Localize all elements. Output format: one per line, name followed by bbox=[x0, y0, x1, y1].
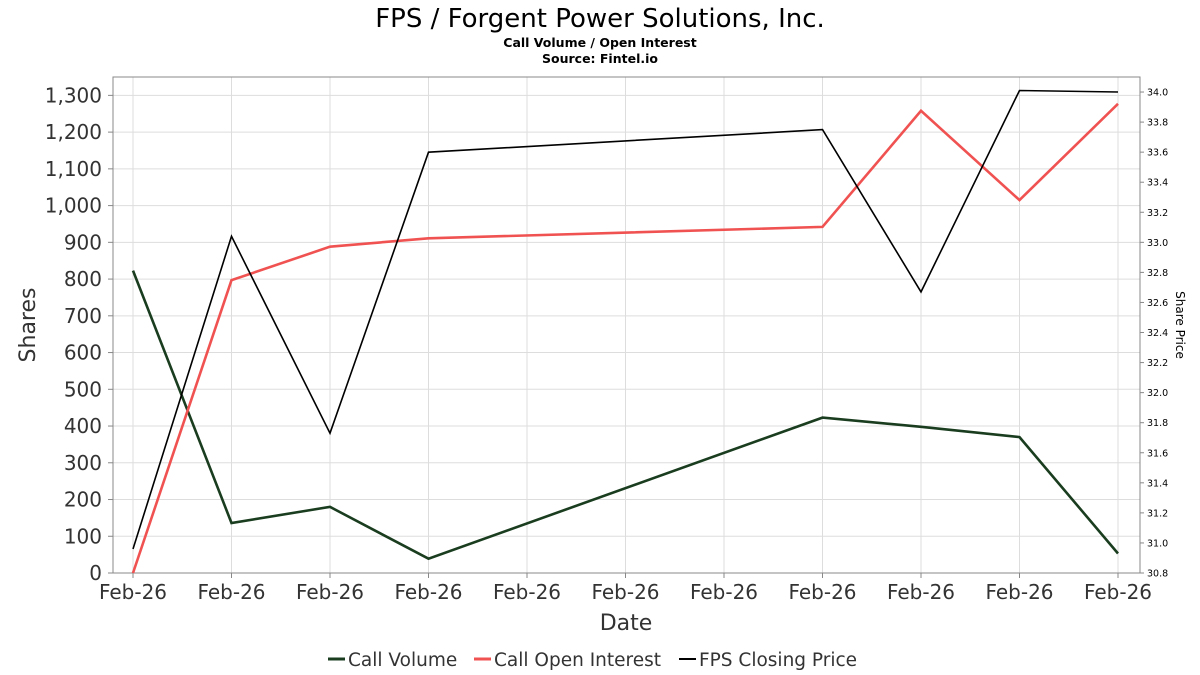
y2-tick-label: 31.6 bbox=[1147, 448, 1168, 459]
series-line-call-volume bbox=[131, 270, 1119, 561]
y-tick-label: 1,300 bbox=[45, 83, 102, 107]
y-axis-right: 30.8 31.0 31.2 31.4 31.6 31.8 32.0 32.2 32.4 32.6… bbox=[1140, 88, 1168, 580]
y-tick-label: 700 bbox=[64, 304, 102, 328]
y2-axis-label: Share Price bbox=[1173, 291, 1187, 359]
x-tick-label: Feb-26 bbox=[690, 580, 758, 604]
x-tick-label: Feb-26 bbox=[1084, 580, 1152, 604]
legend-label-call-open-interest: Call Open Interest bbox=[494, 650, 661, 671]
y-tick-label: 1,100 bbox=[45, 157, 102, 181]
y2-tick-label: 31.2 bbox=[1147, 508, 1168, 519]
series-line-call-open-interest bbox=[131, 102, 1119, 574]
y-tick-label: 0 bbox=[89, 561, 102, 585]
legend-label-fps-closing-price: FPS Closing Price bbox=[699, 650, 857, 671]
series-line-fps-closing-price bbox=[132, 89, 1119, 550]
y-tick-label: 1,000 bbox=[45, 194, 102, 218]
y2-tick-label: 32.0 bbox=[1147, 388, 1168, 399]
y2-tick-label: 32.2 bbox=[1147, 358, 1168, 369]
y2-tick-label: 34.0 bbox=[1147, 88, 1168, 99]
y2-tick-label: 32.4 bbox=[1147, 328, 1168, 339]
y-axis-left: 0 100 200 300 400 500 600 700 800 900 1,000 1,100 1,… bbox=[45, 83, 113, 585]
x-axis-label: Date bbox=[600, 611, 653, 636]
x-tick-label: Feb-26 bbox=[788, 580, 856, 604]
x-tick-label: Feb-26 bbox=[296, 580, 364, 604]
y2-tick-label: 32.6 bbox=[1147, 298, 1168, 309]
plot-area bbox=[112, 76, 1141, 574]
series-lines bbox=[131, 89, 1119, 574]
chart-source: Source: Fintel.io bbox=[542, 51, 658, 66]
chart-title: FPS / Forgent Power Solutions, Inc. bbox=[375, 4, 825, 34]
x-tick-label: Feb-26 bbox=[99, 580, 167, 604]
y-tick-label: 200 bbox=[64, 488, 102, 512]
x-tick-label: Feb-26 bbox=[887, 580, 955, 604]
y-tick-label: 100 bbox=[64, 524, 102, 548]
x-tick-label: Feb-26 bbox=[591, 580, 659, 604]
grid bbox=[113, 77, 1140, 574]
y2-tick-label: 33.4 bbox=[1147, 178, 1168, 189]
y2-tick-label: 32.8 bbox=[1147, 268, 1168, 279]
y2-tick-label: 33.0 bbox=[1147, 238, 1168, 249]
y-tick-label: 300 bbox=[64, 451, 102, 475]
x-axis: Feb-26 Feb-26 Feb-26 Feb-26 Feb-26 Feb-26 Feb-… bbox=[99, 573, 1152, 604]
y-tick-label: 500 bbox=[64, 377, 102, 401]
y-axis-label: Shares bbox=[16, 288, 41, 363]
y2-tick-label: 31.8 bbox=[1147, 418, 1168, 429]
y2-tick-label: 30.8 bbox=[1147, 569, 1168, 580]
y-tick-label: 1,200 bbox=[45, 120, 102, 144]
y-tick-label: 800 bbox=[64, 267, 102, 291]
y2-tick-label: 33.2 bbox=[1147, 208, 1168, 219]
y2-tick-label: 33.8 bbox=[1147, 118, 1168, 129]
y2-tick-label: 33.6 bbox=[1147, 148, 1168, 159]
legend-label-call-volume: Call Volume bbox=[348, 650, 457, 671]
y-tick-label: 900 bbox=[64, 230, 102, 254]
x-tick-label: Feb-26 bbox=[197, 580, 265, 604]
x-tick-label: Feb-26 bbox=[493, 580, 561, 604]
y2-tick-label: 31.0 bbox=[1147, 538, 1168, 549]
y-tick-label: 600 bbox=[64, 341, 102, 365]
x-tick-label: Feb-26 bbox=[394, 580, 462, 604]
legend: Call Volume Call Open Interest FPS Closing… bbox=[328, 650, 857, 671]
chart-subtitle: Call Volume / Open Interest bbox=[503, 35, 696, 50]
y-tick-label: 400 bbox=[64, 414, 102, 438]
x-tick-label: Feb-26 bbox=[985, 580, 1053, 604]
y2-tick-label: 31.4 bbox=[1147, 478, 1168, 489]
